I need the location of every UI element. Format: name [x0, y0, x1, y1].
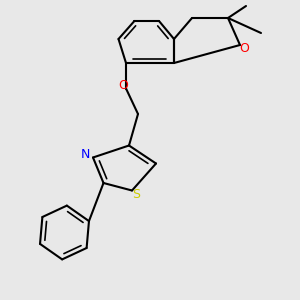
- Text: N: N: [81, 148, 90, 161]
- Text: O: O: [240, 41, 249, 55]
- Text: S: S: [133, 188, 140, 202]
- Text: O: O: [118, 79, 128, 92]
